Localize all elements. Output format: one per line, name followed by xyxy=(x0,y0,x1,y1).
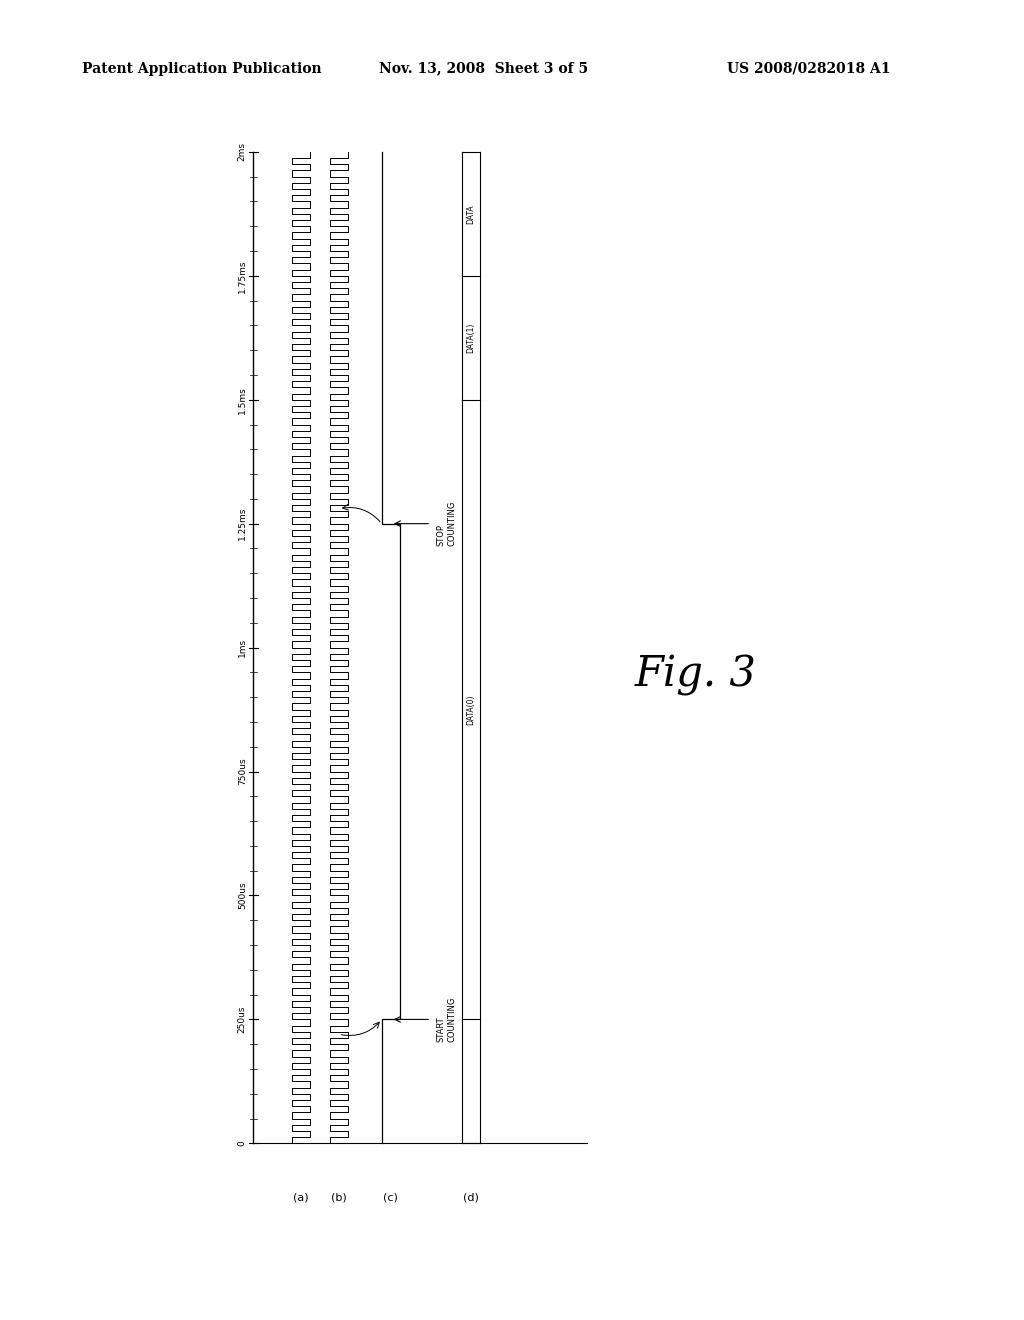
Text: Patent Application Publication: Patent Application Publication xyxy=(82,62,322,75)
Text: (c): (c) xyxy=(383,1193,398,1203)
Text: (d): (d) xyxy=(463,1193,478,1203)
Text: DATA: DATA xyxy=(466,205,475,223)
Text: 1.75ms: 1.75ms xyxy=(238,259,247,293)
Text: STOP
COUNTING: STOP COUNTING xyxy=(436,502,456,546)
Text: 0: 0 xyxy=(238,1140,247,1146)
Text: 1ms: 1ms xyxy=(238,638,247,657)
Text: DATA(0): DATA(0) xyxy=(466,694,475,725)
Text: 750us: 750us xyxy=(238,758,247,785)
Text: 500us: 500us xyxy=(238,882,247,909)
Text: START
COUNTING: START COUNTING xyxy=(436,997,456,1041)
Text: (a): (a) xyxy=(293,1193,308,1203)
Text: (b): (b) xyxy=(331,1193,347,1203)
Text: 2ms: 2ms xyxy=(238,143,247,161)
Text: DATA(1): DATA(1) xyxy=(466,322,475,352)
Text: 250us: 250us xyxy=(238,1006,247,1034)
Text: US 2008/0282018 A1: US 2008/0282018 A1 xyxy=(727,62,891,75)
Text: 1.5ms: 1.5ms xyxy=(238,385,247,413)
Text: Nov. 13, 2008  Sheet 3 of 5: Nov. 13, 2008 Sheet 3 of 5 xyxy=(379,62,588,75)
Text: Fig. 3: Fig. 3 xyxy=(635,653,757,696)
Text: 1.25ms: 1.25ms xyxy=(238,507,247,540)
